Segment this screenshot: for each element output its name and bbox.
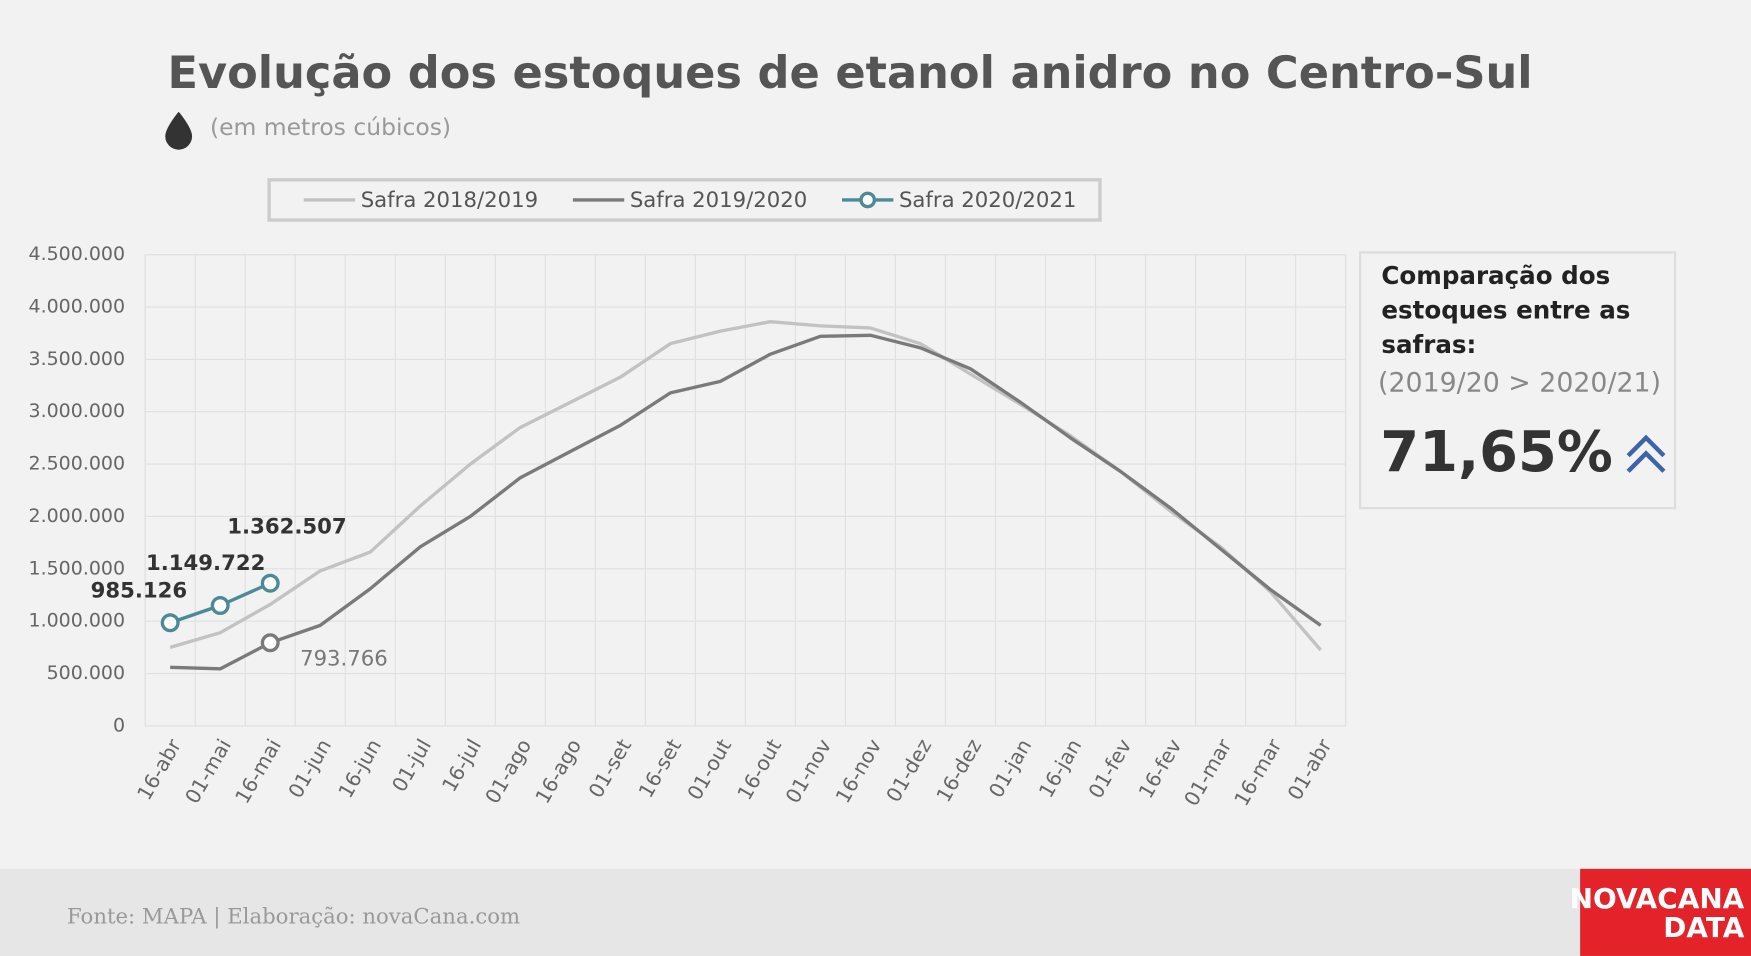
footer xyxy=(0,868,1751,956)
y-tick-label: 4.000.000 xyxy=(29,296,126,318)
point-marker xyxy=(260,573,280,593)
source: Fonte: MAPA | Elaboração: novaCana.com xyxy=(67,904,520,929)
drop-icon xyxy=(165,111,193,150)
data-label: 1.149.722 xyxy=(146,551,265,576)
data-label: 1.362.507 xyxy=(227,514,346,539)
y-tick-label: 0 xyxy=(113,714,125,736)
logo-text: DATA xyxy=(1663,911,1744,944)
logo xyxy=(1580,868,1751,956)
chart-title: Evolução dos estoques de etanol anidro n… xyxy=(168,47,1533,99)
point-marker xyxy=(210,596,230,615)
data-label: 793.766 xyxy=(300,647,388,672)
point-marker xyxy=(160,613,180,633)
legend-label: Safra 2018/2019 xyxy=(361,188,538,213)
y-tick-label: 4.500.000 xyxy=(29,243,126,265)
legend-marker xyxy=(859,191,877,209)
side-box xyxy=(1359,251,1677,510)
logo-text: NOVACANA xyxy=(1570,882,1745,915)
y-tick-label: 3.500.000 xyxy=(29,348,126,370)
chart-subtitle: (em metros cúbicos) xyxy=(210,113,451,141)
side-title: safras: xyxy=(1381,330,1476,359)
legend-label: Safra 2020/2021 xyxy=(899,188,1076,213)
y-tick-label: 2.000.000 xyxy=(29,505,126,527)
legend-box xyxy=(267,178,1102,222)
y-tick-label: 2.500.000 xyxy=(29,453,126,475)
y-tick-label: 500.000 xyxy=(47,662,125,684)
legend: Safra 2018/2019 Safra 2019/2020 Safra 2020… xyxy=(303,188,1076,213)
point-marker xyxy=(260,633,280,653)
side-title: estoques entre as xyxy=(1381,296,1630,325)
y-tick-label: 3.000.000 xyxy=(29,400,126,422)
up-icon xyxy=(1626,434,1666,473)
data-label: 985.126 xyxy=(91,578,188,603)
legend-label: Safra 2019/2020 xyxy=(630,188,807,213)
y-tick-label: 1.500.000 xyxy=(29,557,126,579)
y-tick-label: 1.000.000 xyxy=(29,610,126,632)
side-title: Comparação dos xyxy=(1381,261,1610,290)
side-value: 71,65% xyxy=(1380,420,1613,485)
side-subtitle: (2019/20 > 2020/21) xyxy=(1378,368,1661,399)
series-line xyxy=(170,333,1322,671)
